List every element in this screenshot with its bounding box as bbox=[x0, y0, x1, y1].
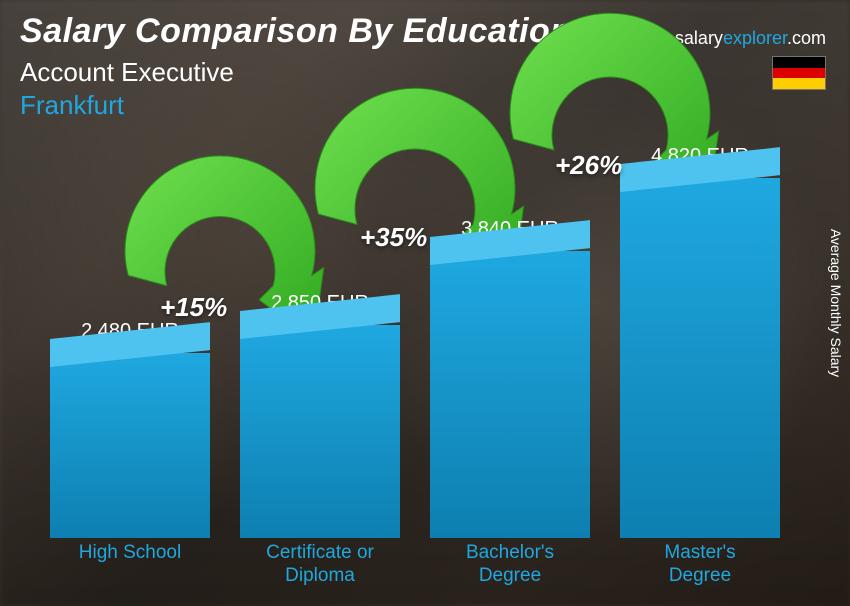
increment-label-1: +35% bbox=[360, 222, 427, 253]
brand-watermark: salaryexplorer.com bbox=[675, 28, 826, 49]
bar-front-face bbox=[620, 178, 780, 538]
bar-1: 2,850 EUR bbox=[240, 292, 400, 538]
bar-shape-2 bbox=[430, 251, 590, 538]
bar-shape-3 bbox=[620, 178, 780, 538]
y-axis-label: Average Monthly Salary bbox=[828, 229, 844, 377]
category-label-0: High School bbox=[50, 542, 210, 588]
category-label-3: Master'sDegree bbox=[620, 542, 780, 588]
flag-stripe-1 bbox=[773, 68, 825, 79]
bar-2: 3,840 EUR bbox=[430, 218, 590, 538]
increment-label-0: +15% bbox=[160, 292, 227, 323]
flag-stripe-0 bbox=[773, 57, 825, 68]
bar-0: 2,480 EUR bbox=[50, 320, 210, 538]
bars-container: 2,480 EUR2,850 EUR3,840 EUR4,820 EUR bbox=[30, 140, 800, 538]
bar-3: 4,820 EUR bbox=[620, 145, 780, 538]
bar-front-face bbox=[430, 251, 590, 538]
category-label-1: Certificate orDiploma bbox=[240, 542, 400, 588]
salary-bar-chart: 2,480 EUR2,850 EUR3,840 EUR4,820 EUR Hig… bbox=[30, 140, 800, 588]
page-subtitle: Account Executive bbox=[20, 57, 830, 88]
germany-flag-icon bbox=[772, 56, 826, 90]
brand-part3: .com bbox=[787, 28, 826, 48]
category-label-2: Bachelor'sDegree bbox=[430, 542, 590, 588]
bar-front-face bbox=[50, 353, 210, 538]
bar-front-face bbox=[240, 325, 400, 538]
brand-part2: explorer bbox=[723, 28, 787, 48]
bar-shape-0 bbox=[50, 353, 210, 538]
increment-label-2: +26% bbox=[555, 150, 622, 181]
categories-row: High School Certificate orDiploma Bachelor… bbox=[30, 542, 800, 588]
flag-stripe-2 bbox=[773, 78, 825, 89]
bar-shape-1 bbox=[240, 325, 400, 538]
